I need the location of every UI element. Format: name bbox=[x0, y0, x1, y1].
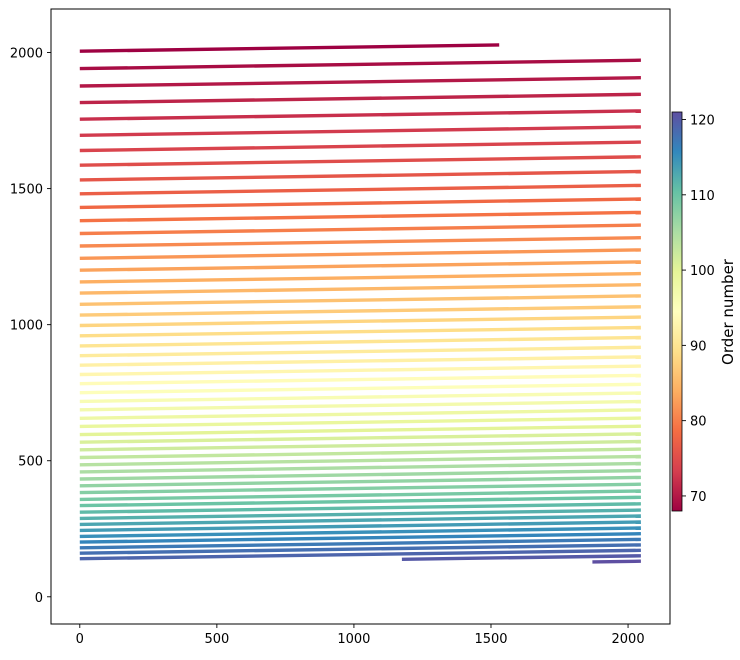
x-tick-label: 1500 bbox=[474, 632, 507, 647]
order-trace-102 bbox=[79, 439, 641, 452]
order-trace-82 bbox=[79, 248, 641, 260]
order-trace-68 bbox=[79, 43, 500, 53]
order-trace-73 bbox=[79, 125, 641, 137]
order-trace-74 bbox=[79, 140, 641, 153]
colorbar-tick-label: 80 bbox=[690, 415, 707, 430]
order-trace-118 bbox=[79, 543, 641, 555]
order-trace-88 bbox=[79, 315, 641, 328]
order-trace-112 bbox=[79, 508, 641, 521]
order-trace-84 bbox=[79, 271, 641, 284]
colorbar-label: Order number bbox=[719, 258, 737, 365]
order-trace-120 bbox=[401, 554, 641, 561]
order-trace-113 bbox=[79, 514, 641, 527]
order-trace-95 bbox=[79, 382, 641, 395]
order-trace-100 bbox=[79, 424, 641, 437]
colorbar-tick-label: 120 bbox=[690, 114, 715, 129]
order-trace-72 bbox=[79, 109, 641, 121]
x-tick-label: 0 bbox=[76, 632, 84, 647]
order-trace-75 bbox=[79, 155, 641, 167]
order-trace-108 bbox=[79, 482, 641, 495]
order-trace-85 bbox=[79, 283, 641, 295]
x-tick-label: 500 bbox=[204, 632, 229, 647]
colorbar-gradient bbox=[672, 112, 682, 511]
order-trace-92 bbox=[79, 355, 641, 367]
order-trace-119 bbox=[79, 548, 641, 561]
order-trace-70 bbox=[79, 76, 641, 88]
order-trace-101 bbox=[79, 432, 641, 444]
y-tick-label: 2000 bbox=[10, 47, 43, 62]
order-trace-87 bbox=[79, 305, 641, 317]
order-trace-111 bbox=[79, 502, 641, 514]
plot-frame bbox=[50, 8, 671, 625]
order-trace-78 bbox=[79, 197, 641, 210]
order-trace-99 bbox=[79, 416, 641, 429]
colorbar-frame bbox=[671, 111, 683, 512]
y-tick-label: 500 bbox=[18, 455, 43, 470]
order-trace-107 bbox=[79, 475, 641, 488]
order-trace-103 bbox=[79, 447, 641, 460]
order-trace-71 bbox=[79, 92, 641, 105]
order-trace-114 bbox=[79, 520, 641, 533]
order-trace-93 bbox=[79, 364, 641, 377]
order-trace-86 bbox=[79, 294, 641, 306]
order-trace-76 bbox=[79, 169, 641, 182]
order-trace-104 bbox=[79, 454, 641, 467]
order-trace-80 bbox=[79, 223, 641, 236]
y-tick-label: 1500 bbox=[10, 183, 43, 198]
order-trace-116 bbox=[79, 532, 641, 544]
x-tick-label: 2000 bbox=[612, 632, 645, 647]
order-trace-98 bbox=[79, 408, 641, 420]
order-trace-79 bbox=[79, 210, 641, 223]
colorbar: 70 80 90 100 110 120 Order number bbox=[671, 111, 737, 512]
y-axis: 0 500 1000 1500 2000 bbox=[10, 47, 51, 606]
order-trace-121 bbox=[592, 559, 641, 564]
order-trace-115 bbox=[79, 526, 641, 539]
order-traces bbox=[79, 43, 641, 564]
order-trace-90 bbox=[79, 335, 641, 348]
order-trace-96 bbox=[79, 391, 641, 404]
order-trace-105 bbox=[79, 461, 641, 474]
order-trace-97 bbox=[79, 399, 641, 412]
order-trace-106 bbox=[79, 468, 641, 481]
order-trace-117 bbox=[79, 537, 641, 550]
order-trace-94 bbox=[79, 373, 641, 386]
colorbar-tick-label: 110 bbox=[690, 189, 715, 204]
x-tick-label: 1000 bbox=[337, 632, 370, 647]
x-axis: 0 500 1000 1500 2000 bbox=[76, 624, 645, 647]
order-trace-83 bbox=[79, 260, 641, 272]
colorbar-tick-label: 100 bbox=[690, 264, 715, 279]
order-trace-110 bbox=[79, 495, 641, 508]
order-trace-81 bbox=[79, 236, 641, 248]
colorbar-tick-label: 90 bbox=[690, 339, 707, 354]
order-trace-69 bbox=[79, 58, 641, 71]
order-trace-91 bbox=[79, 345, 641, 358]
order-trace-77 bbox=[79, 183, 641, 196]
order-trace-109 bbox=[79, 489, 641, 502]
order-trace-89 bbox=[79, 325, 641, 338]
y-tick-label: 1000 bbox=[10, 319, 43, 334]
colorbar-ticks: 70 80 90 100 110 120 bbox=[682, 114, 715, 505]
colorbar-tick-label: 70 bbox=[690, 490, 707, 505]
y-tick-label: 0 bbox=[35, 591, 43, 606]
